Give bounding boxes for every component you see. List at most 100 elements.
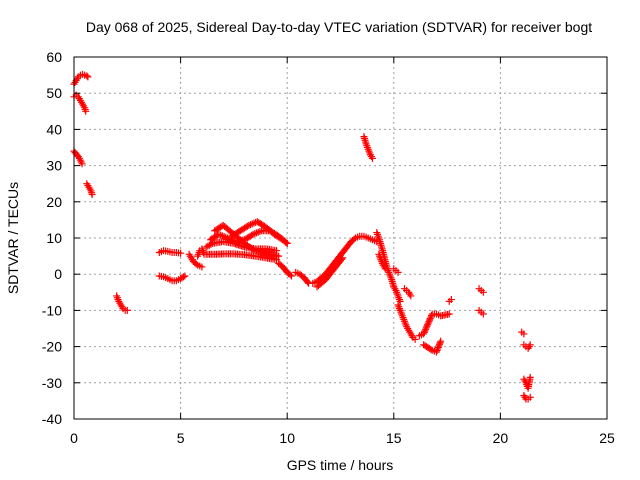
data-point: [254, 228, 262, 236]
data-point: [526, 393, 534, 401]
data-point: [83, 72, 91, 80]
data-point: [245, 221, 253, 229]
data-point: [526, 341, 534, 349]
data-point: [249, 230, 257, 238]
y-axis-label: SDTVAR / TECUs: [5, 182, 21, 294]
y-tick-label: 0: [54, 266, 62, 282]
x-tick-label: 25: [599, 430, 615, 446]
data-point: [434, 343, 442, 351]
chart-title: Day 068 of 2025, Sidereal Day-to-day VTE…: [86, 19, 592, 35]
data-point: [283, 239, 291, 247]
x-tick-labels: 0 5 10 15 20 25: [70, 430, 615, 446]
x-axis-label: GPS time / hours: [287, 457, 394, 473]
grid: [74, 57, 607, 419]
y-tick-label: -30: [42, 375, 62, 391]
data-point: [424, 321, 432, 329]
data-point: [243, 222, 251, 230]
y-tick-label: 40: [46, 121, 62, 137]
data-point: [406, 290, 414, 298]
data-point: [275, 252, 283, 260]
data-point: [426, 316, 434, 324]
data-point: [198, 263, 206, 271]
data-point: [435, 342, 443, 350]
data-point: [78, 160, 86, 168]
x-tick-label: 15: [386, 430, 402, 446]
data-point: [82, 107, 90, 115]
data-point: [248, 245, 256, 253]
data-point: [526, 373, 534, 381]
data-point: [303, 278, 311, 286]
data-point: [88, 191, 96, 199]
data-point: [436, 339, 444, 347]
data-point: [520, 330, 528, 338]
data-point: [177, 249, 185, 257]
data-point: [222, 233, 230, 241]
x-tick-label: 5: [177, 430, 185, 446]
y-tick-label: 30: [46, 158, 62, 174]
data-point: [426, 315, 434, 323]
data-point: [282, 238, 290, 246]
data-point: [123, 306, 131, 314]
data-point: [427, 345, 435, 353]
data-point: [84, 73, 92, 81]
y-tick-label: -20: [42, 339, 62, 355]
y-tick-labels: -40 -30 -20 -10 0 10 20 30 40 50 60: [42, 49, 62, 427]
data-point: [217, 231, 225, 239]
data-point: [179, 273, 187, 281]
data-point: [220, 233, 228, 241]
data-point: [422, 324, 430, 332]
data-point: [181, 272, 189, 280]
y-tick-label: -40: [42, 411, 62, 427]
data-point: [447, 296, 455, 304]
data-point: [420, 330, 428, 338]
data-point: [247, 221, 255, 229]
data-point: [251, 230, 259, 238]
x-tick-label: 20: [493, 430, 509, 446]
data-points: [70, 70, 534, 403]
y-tick-label: 20: [46, 194, 62, 210]
data-point: [435, 340, 443, 348]
data-point: [339, 254, 347, 262]
data-point: [215, 230, 223, 238]
data-point: [421, 327, 429, 335]
data-point: [425, 318, 433, 326]
data-point: [396, 297, 404, 305]
data-point: [420, 328, 428, 336]
data-point: [248, 231, 256, 239]
data-point: [381, 265, 389, 273]
x-tick-label: 10: [279, 430, 295, 446]
data-point: [479, 288, 487, 296]
data-point: [227, 235, 235, 243]
data-point: [434, 345, 442, 353]
axis-ticks: [73, 56, 608, 420]
data-point: [432, 348, 440, 356]
data-point: [374, 232, 382, 240]
data-point: [224, 234, 232, 242]
y-tick-label: 10: [46, 230, 62, 246]
data-point: [424, 319, 432, 327]
data-point: [218, 232, 226, 240]
data-point: [445, 310, 453, 318]
data-point: [192, 260, 200, 268]
data-point: [437, 337, 445, 345]
y-tick-label: 60: [46, 49, 62, 65]
y-tick-label: -10: [42, 302, 62, 318]
data-point: [286, 271, 294, 279]
data-point: [287, 272, 295, 280]
data-point: [394, 268, 402, 276]
data-point: [423, 322, 431, 330]
x-tick-label: 0: [70, 430, 78, 446]
data-point: [338, 255, 346, 263]
data-point: [252, 229, 260, 237]
data-point: [427, 313, 435, 321]
data-point: [525, 343, 533, 351]
data-point: [248, 220, 256, 228]
data-point: [422, 325, 430, 333]
data-point: [407, 292, 415, 300]
data-point: [368, 154, 376, 162]
data-point: [479, 310, 487, 318]
data-point: [256, 227, 264, 235]
data-point: [411, 335, 419, 343]
data-point: [350, 235, 358, 243]
